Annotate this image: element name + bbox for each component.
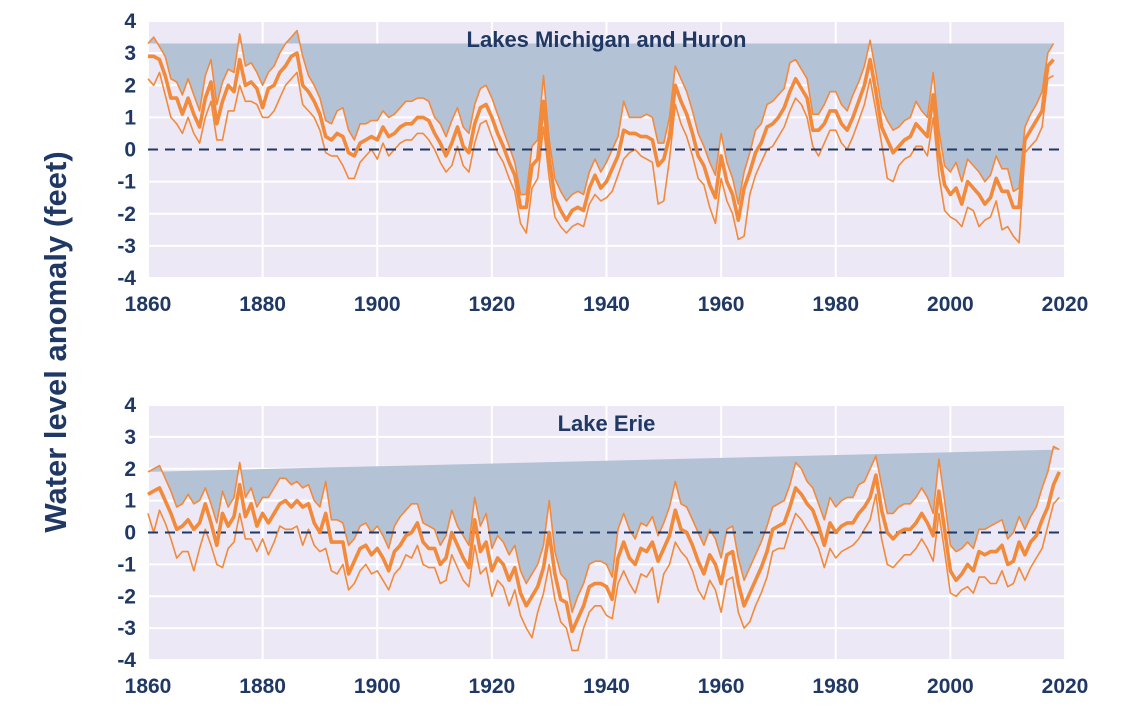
x-tick-label: 2020 — [1042, 293, 1089, 316]
y-tick-label: -2 — [117, 585, 136, 608]
y-tick-label: -3 — [117, 235, 136, 258]
y-tick-label: 2 — [124, 458, 136, 481]
panel-title: Lakes Michigan and Huron — [467, 27, 747, 52]
panel-title: Lake Erie — [558, 411, 656, 436]
x-tick-label: 1980 — [812, 293, 859, 316]
y-tick-label: -3 — [117, 617, 136, 640]
y-tick-label: -1 — [117, 553, 136, 576]
lower-bound-line — [147, 493, 1060, 652]
panel-erie: 1860 1880 1900 1920 1940 1960 1980 2000 2020 4 3 2 1… — [117, 394, 1088, 698]
y-tick-label: -4 — [117, 649, 136, 672]
y-tick-label: 3 — [124, 426, 136, 449]
lower-bound-line — [147, 71, 1054, 244]
y-axis-label: Water level anomaly (feet) — [38, 151, 73, 532]
x-tick-label: 1980 — [812, 675, 859, 698]
x-tick-label: 1960 — [698, 675, 745, 698]
x-tick-label: 1920 — [469, 293, 516, 316]
y-tick-label: 1 — [124, 106, 136, 129]
x-tick-label: 1940 — [583, 293, 630, 316]
y-tick-label: 0 — [124, 139, 136, 162]
x-tick-label: 2000 — [927, 675, 974, 698]
uncertainty-band — [148, 446, 1060, 613]
y-tick-label: -2 — [117, 203, 136, 226]
x-tick-label: 1900 — [354, 675, 401, 698]
upper-bound-line — [147, 445, 1060, 614]
x-tick-label: 1940 — [583, 675, 630, 698]
y-tick-label: 3 — [124, 42, 136, 65]
water-level-line — [147, 471, 1061, 634]
x-tick-label: 1880 — [239, 675, 286, 698]
y-tick-label: 4 — [124, 394, 136, 417]
y-tick-label: 4 — [124, 10, 136, 33]
uncertainty-band — [148, 30, 1054, 205]
y-tick-label: -1 — [117, 171, 136, 194]
x-tick-label: 1860 — [125, 293, 172, 316]
x-tick-label: 2000 — [927, 293, 974, 316]
water-level-line — [148, 51, 1055, 222]
y-tick-label: 0 — [124, 522, 136, 545]
x-tick-label: 1900 — [354, 293, 401, 316]
panel-michigan-huron: 1860 1880 1900 1920 1940 1960 1980 2000 2020 4 3 2 1… — [117, 10, 1088, 316]
x-tick-label: 1880 — [239, 293, 286, 316]
x-tick-label: 1920 — [469, 675, 516, 698]
x-tick-label: 1960 — [698, 293, 745, 316]
y-tick-label: 1 — [124, 490, 136, 513]
y-tick-label: 2 — [124, 74, 136, 97]
x-tick-label: 2020 — [1042, 675, 1089, 698]
y-tick-label: -4 — [117, 267, 136, 290]
upper-bound-line — [147, 29, 1055, 205]
x-tick-label: 1860 — [125, 675, 172, 698]
